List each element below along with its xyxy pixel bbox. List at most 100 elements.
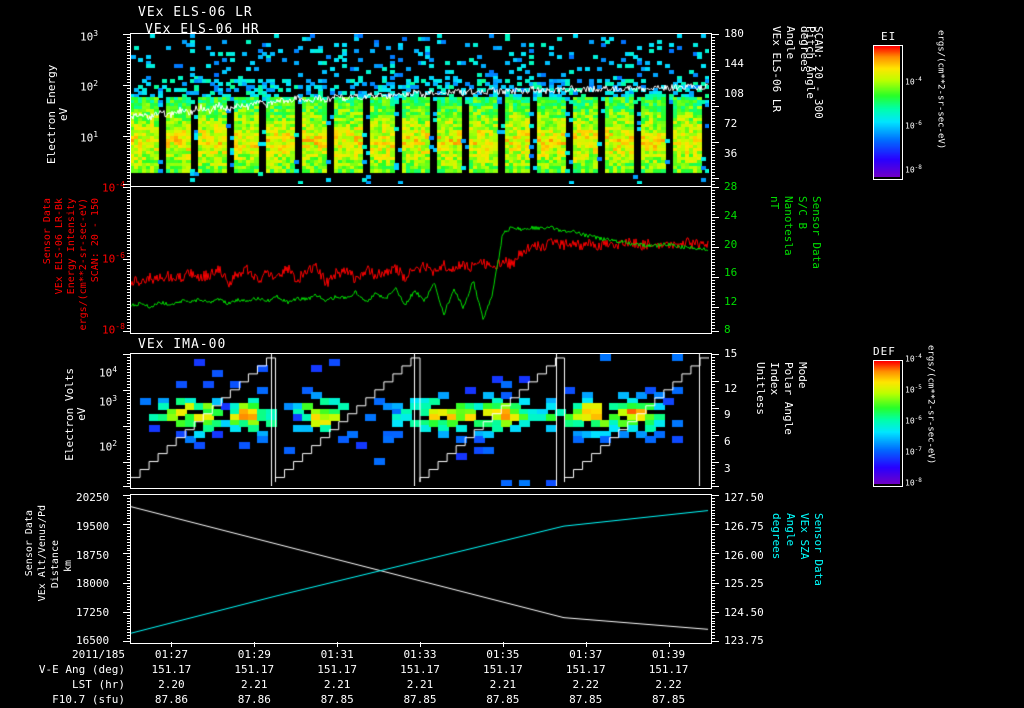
panel2-right-tick-12: 12 — [724, 295, 738, 308]
panel2-left-axis-label-3: Energy Intensity — [66, 198, 77, 295]
panel3-right-tick-15: 15 — [724, 347, 738, 360]
footer-ve-ang-5: 151.17 — [565, 663, 606, 676]
colorbar1-title: EI — [881, 30, 897, 43]
footer-lst-5: 2.22 — [572, 678, 599, 691]
panel1-plot-area[interactable] — [130, 33, 712, 187]
footer-lst-2: 2.21 — [323, 678, 351, 691]
axis-tickmarks — [711, 187, 720, 332]
colorbar1-gradient — [873, 45, 903, 180]
panel3-left-axis-label: Electron Volts eV — [63, 368, 89, 461]
panel3-ytick-1e2: 102 — [99, 439, 118, 454]
panel1-right-axis-line-1: Pitch Angle — [804, 26, 817, 99]
panel3-title: VEx IMA-00 — [138, 337, 227, 352]
footer-ve-ang-1: 151.17 — [234, 663, 275, 676]
footer-f107-5: 87.85 — [569, 693, 603, 706]
panel4-plot-area[interactable] — [130, 494, 712, 644]
panel1-left-axis-line-2: eV — [57, 107, 71, 121]
panel4-ytick-18000: 18000 — [76, 577, 110, 590]
panel2-right-tick-20: 20 — [724, 238, 738, 251]
footer-ve-ang-2: 151.17 — [317, 663, 358, 676]
axis-tickmarks — [122, 354, 131, 487]
panel1-right-axis-label-2: VEx ELS-06 LR — [770, 26, 784, 113]
panel3-right-axis-label-1: Mode — [796, 362, 810, 389]
panel2-right-axis-label-2: S/C B — [796, 196, 810, 230]
panel2-right-tick-16: 16 — [724, 266, 738, 279]
footer-f107-6: 87.85 — [652, 693, 686, 706]
panel2-left-axis-label-4: ergs/(cm**2-sr-sec-eV) — [78, 198, 89, 331]
colorbar2-tick-4: 10-8 — [905, 477, 922, 488]
footer-lst-6: 2.22 — [655, 678, 682, 691]
panel3-plot-area[interactable] — [130, 353, 712, 489]
footer-ve-ang-3: 151.17 — [400, 663, 440, 676]
footer-f107-4: 87.85 — [486, 693, 520, 706]
panel1-right-tick-180: 180 — [724, 27, 744, 40]
panel1-ytick-10: 101 — [80, 130, 99, 145]
axis-tickmarks — [122, 187, 131, 332]
panel2-left-axis-label-2: VEx ELS-06 LR-Bk — [54, 198, 65, 295]
colorbar2-tick-2: 10-6 — [905, 415, 922, 426]
panel4-right-tick-12600: 126.00 — [724, 549, 764, 562]
panel1-left-axis-line-1: Electron Energy — [45, 64, 58, 164]
panel4-right-tick-12675: 126.75 — [724, 520, 764, 533]
footer-f107-2: 87.85 — [320, 693, 354, 706]
colorbar2-tick-3: 10-7 — [905, 446, 922, 457]
panel2-right-axis-label-1: Sensor Data — [810, 196, 824, 269]
axis-tickmarks — [122, 34, 131, 185]
time-axis-tickmarks — [130, 642, 710, 648]
panel4-ytick-16500: 16500 — [76, 634, 110, 647]
panel3-left-axis-line-1: Electron Volts — [63, 368, 76, 461]
panel4-right-axis-label-3: Angle — [784, 513, 798, 547]
panel1-ytick-100: 102 — [80, 79, 99, 94]
panel2-ytick-1e-4: 10-4 — [102, 180, 125, 195]
footer-ve-ang-4: 151.17 — [482, 663, 523, 676]
panel2-right-tick-24: 24 — [724, 209, 738, 222]
footer-f107-0: 87.86 — [154, 693, 188, 706]
panel3-right-axis-label-4: Unitless — [754, 362, 768, 415]
colorbar1-unit-label: ergs/(cm**2-sr-sec-eV) — [935, 30, 946, 150]
panel4-left-axis-label-4: km — [63, 560, 74, 573]
panel4-left-axis-label-2: VEx Alt/Venus/Pd — [37, 505, 48, 602]
panel3-right-axis-label-2: Polar Angle — [782, 362, 796, 435]
colorbar2-title: DEF — [873, 345, 896, 358]
panel2-left-axis-label-5: SCAN: 20 - 150 — [90, 198, 101, 283]
panel4-right-tick-12525: 125.25 — [724, 577, 764, 590]
panel1-title-lr: VEx ELS-06 LR — [138, 5, 253, 20]
panel3-right-tick-3: 3 — [724, 462, 731, 475]
panel2-right-tick-28: 28 — [724, 180, 738, 193]
panel1-right-axis-label-3: Angle — [784, 26, 798, 60]
footer-ve-ang-0: 151.17 — [151, 663, 192, 676]
footer-time-3: 01:33 — [403, 648, 437, 661]
panel4-ytick-18750: 18750 — [76, 549, 110, 562]
footer-ve-ang-6: 151.17 — [648, 663, 689, 676]
panel3-ytick-1e3: 103 — [99, 394, 118, 409]
panel2-ytick-1e-6: 10-6 — [102, 251, 125, 266]
panel1-right-axis-label-4: degrees — [798, 26, 812, 73]
panel1-right-axis-label: Pitch Angle — [756, 26, 817, 99]
footer-f107-1: 87.86 — [237, 693, 271, 706]
footer-f107-3: 87.85 — [403, 693, 437, 706]
panel2-right-tick-8: 8 — [724, 323, 731, 336]
panel4-right-tick-12750: 127.50 — [724, 491, 764, 504]
footer-lst-4: 2.21 — [489, 678, 517, 691]
panel2-ytick-1e-8: 10-8 — [102, 322, 125, 337]
axis-tickmarks — [711, 354, 720, 487]
panel4-left-axis-label-1: Sensor Data — [24, 510, 35, 577]
panel3-ytick-1e4: 104 — [99, 365, 118, 380]
panel2-plot-area[interactable] — [130, 186, 712, 334]
panel4-right-axis-label-4: degrees — [770, 513, 784, 560]
colorbar1-tick-0: 10-4 — [905, 76, 922, 87]
footer-lst-0: 2.20 — [158, 678, 185, 691]
panel1-right-tick-36: 36 — [724, 147, 738, 160]
colorbar2-gradient — [873, 360, 903, 487]
panel3-left-axis-line-2: eV — [75, 407, 89, 421]
footer-time-4: 01:35 — [486, 648, 520, 661]
footer-row-label-date: 2011/185 — [72, 648, 125, 661]
panel1-right-axis-label-5: SCAN: 20 - 300 — [812, 26, 826, 119]
footer-time-6: 01:39 — [652, 648, 686, 661]
panel4-right-axis-label-1: Sensor Data — [812, 513, 826, 586]
panel3-right-axis-label-3: Index — [768, 362, 782, 396]
panel4-right-axis-label-2: VEx SZA — [798, 513, 812, 560]
axis-tickmarks — [711, 34, 720, 185]
panel1-ytick-1000: 103 — [80, 29, 99, 44]
footer-lst-1: 2.21 — [241, 678, 268, 691]
